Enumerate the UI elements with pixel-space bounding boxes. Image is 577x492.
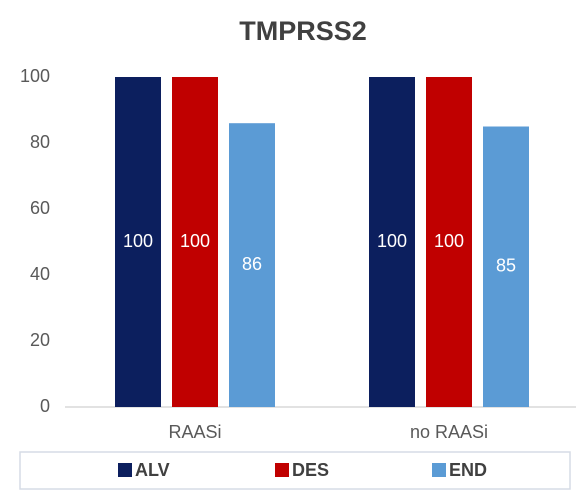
- legend-box: [19, 451, 571, 490]
- x-tick-label: RAASi: [168, 422, 221, 442]
- legend-label: ALV: [135, 460, 170, 480]
- data-label: 100: [123, 231, 153, 251]
- data-label: 86: [242, 254, 262, 274]
- bar: [172, 77, 218, 407]
- y-tick-label: 100: [20, 66, 50, 86]
- bar: [369, 77, 415, 407]
- bar: [115, 77, 161, 407]
- legend-label: END: [449, 460, 487, 480]
- data-label: 100: [434, 231, 464, 251]
- legend-swatch: [118, 463, 132, 477]
- data-label: 100: [377, 231, 407, 251]
- data-label: 85: [496, 256, 516, 276]
- y-tick-label: 60: [30, 198, 50, 218]
- y-tick-label: 20: [30, 330, 50, 350]
- bar: [229, 123, 275, 407]
- chart-title: TMPRSS2: [239, 16, 367, 46]
- y-tick-label: 0: [40, 396, 50, 416]
- y-tick-label: 80: [30, 132, 50, 152]
- y-tick-label: 40: [30, 264, 50, 284]
- bar: [426, 77, 472, 407]
- data-label: 100: [180, 231, 210, 251]
- legend-swatch: [432, 463, 446, 477]
- bar: [483, 126, 529, 407]
- legend-swatch: [275, 463, 289, 477]
- x-tick-label: no RAASi: [410, 422, 488, 442]
- legend-label: DES: [292, 460, 329, 480]
